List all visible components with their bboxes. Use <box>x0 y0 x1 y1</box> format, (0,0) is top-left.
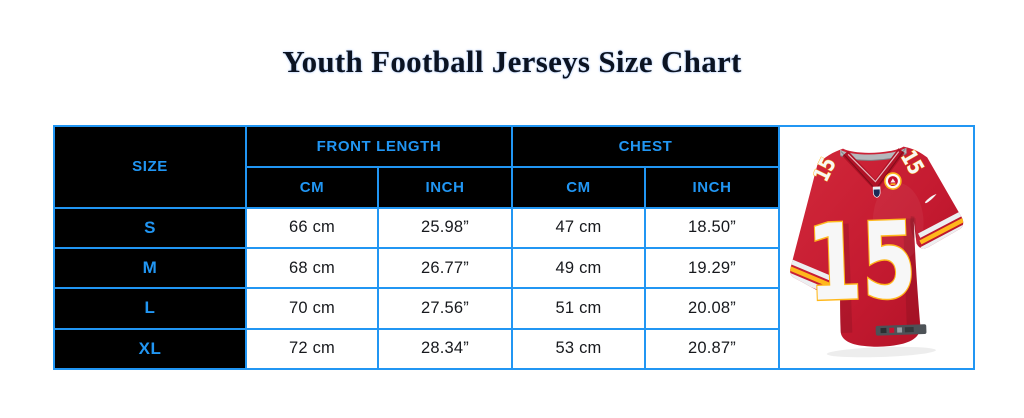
nfl-shield-icon <box>872 186 880 198</box>
chest-cm-cell: 49 cm <box>511 246 647 290</box>
table-header-row-groups: SIZE FRONT LENGTH CHEST <box>53 124 976 370</box>
front-cm-header-cell: CM <box>245 166 379 209</box>
page-title: Youth Football Jerseys Size Chart <box>282 44 742 79</box>
team-patch-icon <box>883 172 902 190</box>
fabric-highlight <box>872 182 924 261</box>
size-chart-table: SIZE FRONT LENGTH CHEST <box>53 124 976 371</box>
jersey-image-cell: 15 15 15 <box>778 125 976 370</box>
chest-cm-cell: 51 cm <box>511 287 647 330</box>
front-cm-cell: 68 cm <box>245 246 379 290</box>
front-inch-header-cell: INCH <box>376 166 514 209</box>
jersey-image: 15 15 15 <box>785 145 967 358</box>
front-cm-cell: 70 cm <box>245 287 379 330</box>
nike-swoosh-icon <box>924 193 937 204</box>
table-row-l: L 70 cm 27.56” 51 cm 20.08” <box>53 287 974 330</box>
size-cell: L <box>53 287 247 330</box>
chest-inch-header-cell: INCH <box>644 166 781 209</box>
front-length-header-cell: FRONT LENGTH <box>244 124 514 169</box>
size-cell: M <box>53 246 247 290</box>
chest-cm-header-cell: CM <box>511 166 647 209</box>
size-cell: XL <box>53 327 247 371</box>
jock-tag <box>875 324 926 336</box>
table-row-xl: XL 72 cm 28.34” 53 cm 20.87” <box>53 327 974 371</box>
chest-header-cell: CHEST <box>511 124 781 169</box>
jersey-body <box>789 146 963 347</box>
size-header-cell: SIZE <box>53 125 247 209</box>
vneck-inner-line <box>847 151 899 183</box>
table-row-m: M 68 cm 26.77” 49 cm 19.29” <box>53 246 974 290</box>
front-inch-cell: 27.56” <box>376 287 514 330</box>
front-cm-cell: 72 cm <box>245 327 379 371</box>
jersey-shadow <box>826 346 936 358</box>
chest-cm-cell: 53 cm <box>511 327 647 371</box>
size-cell: S <box>53 206 247 249</box>
front-inch-cell: 28.34” <box>376 327 514 371</box>
jersey-number: 15 <box>805 199 918 325</box>
chest-inch-cell: 20.87” <box>644 327 781 371</box>
collar-back-band <box>839 147 907 161</box>
chest-inch-cell: 20.08” <box>644 287 781 330</box>
chest-cm-cell: 47 cm <box>511 206 647 249</box>
chest-inch-cell: 18.50” <box>644 206 781 249</box>
front-cm-cell: 66 cm <box>245 206 379 249</box>
left-underarm-shadow <box>836 220 843 247</box>
front-inch-cell: 25.98” <box>376 206 514 249</box>
front-inch-cell: 26.77” <box>376 246 514 290</box>
table-header-row-units: CM INCH CM INCH <box>54 166 974 209</box>
chest-inch-cell: 19.29” <box>644 246 781 290</box>
table-row-s: S 66 cm 25.98” 47 cm 18.50” <box>53 206 974 249</box>
vneck-trim <box>841 148 905 190</box>
